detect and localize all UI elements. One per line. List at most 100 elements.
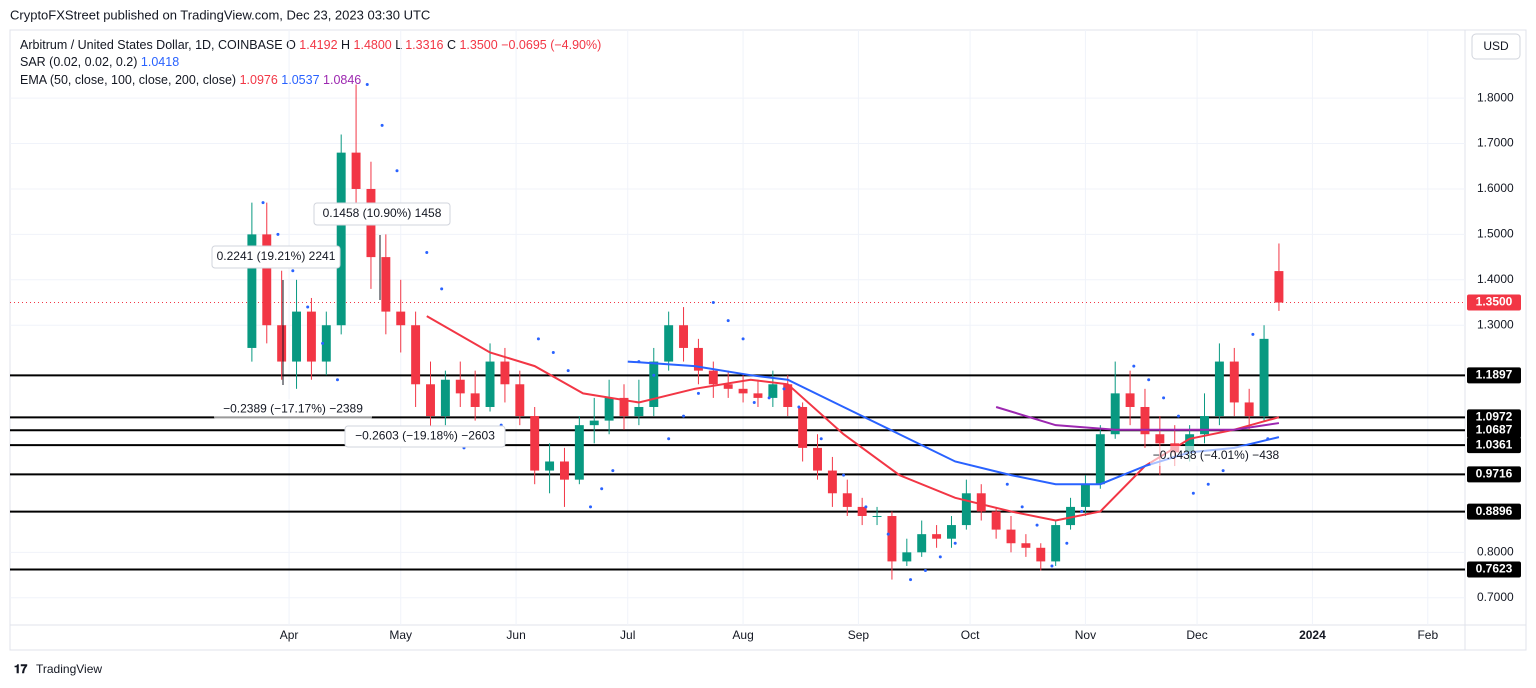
- candle-body: [723, 384, 733, 389]
- sar-dot: [551, 350, 555, 354]
- ema-value: 1.0537: [281, 73, 319, 87]
- annotation-box: [214, 399, 372, 420]
- candle-body: [455, 379, 465, 394]
- level-label: 1.0687: [1476, 422, 1513, 436]
- candle-body: [1229, 361, 1239, 403]
- candle-body: [1006, 529, 1016, 544]
- last-price-label: 1.3500: [1476, 295, 1513, 309]
- sar-dot: [1065, 541, 1069, 545]
- x-tick-label: Nov: [1075, 628, 1096, 642]
- sar-dot: [276, 232, 280, 236]
- candle-body: [306, 311, 316, 362]
- sar-dot: [842, 473, 846, 477]
- legend-line: Arbitrum / United States Dollar, 1D, COI…: [20, 38, 601, 52]
- candle-body: [500, 361, 510, 385]
- y-tick-label: 1.7000: [1477, 136, 1514, 150]
- sar-dot: [335, 378, 339, 382]
- candle-body: [485, 361, 495, 407]
- sar-dot: [682, 414, 686, 418]
- sar-dot: [726, 319, 730, 323]
- sar-dot: [1162, 396, 1166, 400]
- candle-body: [277, 325, 287, 362]
- annotation-box: [313, 202, 451, 226]
- sar-dot: [321, 341, 325, 345]
- sar-label: SAR (0.02, 0.02, 0.2): [20, 55, 137, 69]
- legend-line: EMA (50, close, 100, close, 200, close) …: [20, 73, 361, 87]
- candle-body: [753, 393, 763, 398]
- annotation: −0.0438 (−4.01%) −438: [1153, 448, 1280, 462]
- sar-dot: [711, 301, 715, 305]
- candle-body: [545, 461, 555, 471]
- candle-body: [262, 234, 272, 326]
- sar-dot: [1132, 364, 1136, 368]
- candle-body: [693, 347, 703, 371]
- candle-body: [589, 420, 599, 426]
- candle-body: [902, 552, 912, 562]
- x-tick-label: 2024: [1299, 628, 1326, 642]
- legend-line: SAR (0.02, 0.02, 0.2) 1.0418: [20, 55, 179, 69]
- candle-body: [530, 416, 540, 471]
- sar-dot: [611, 469, 615, 473]
- level-label-box: [1467, 409, 1521, 426]
- sar-dot: [1266, 437, 1270, 441]
- candle-body: [619, 397, 629, 417]
- candle-body: [1155, 434, 1165, 444]
- sar-dot: [752, 400, 756, 404]
- candle-body: [1259, 338, 1269, 417]
- candle-body: [679, 325, 689, 348]
- annotation: 0.1458 (10.90%) 1458: [323, 206, 442, 220]
- sar-dot: [1176, 414, 1180, 418]
- ohlc-value: 1.3500: [459, 38, 497, 52]
- x-tick-label: May: [389, 628, 412, 642]
- level-label: 0.7623: [1476, 562, 1513, 576]
- sar-dot: [953, 541, 957, 545]
- candle-body: [857, 506, 867, 516]
- ohlc-value: 1.4192: [299, 38, 337, 52]
- candle-body: [396, 311, 406, 326]
- annotation: −0.2603 (−19.18%) −2603: [355, 429, 495, 443]
- sar-dot: [1191, 491, 1195, 495]
- sar-dot: [886, 532, 890, 536]
- annotation-box: [1150, 446, 1282, 466]
- sar-dot: [1147, 378, 1151, 382]
- sar-value: 1.0418: [141, 55, 179, 69]
- candle-body: [708, 370, 718, 385]
- sar-dot: [589, 505, 593, 509]
- candle-body: [247, 234, 257, 348]
- sar-dot: [938, 555, 942, 559]
- candle-body: [783, 384, 793, 407]
- candle-body: [813, 447, 822, 471]
- sar-dot: [380, 123, 384, 127]
- level-label-box: [1467, 367, 1521, 384]
- sar-dot: [1206, 482, 1210, 486]
- ohlc-key: O: [286, 38, 296, 52]
- sar-dot: [1080, 509, 1084, 513]
- currency: USD: [1483, 39, 1509, 53]
- candle-body: [1110, 393, 1120, 435]
- change: −0.0695 (−4.90%): [501, 38, 601, 52]
- sar-dot: [667, 437, 671, 441]
- symbol: Arbitrum / United States Dollar, 1D, COI…: [20, 38, 283, 52]
- annotation-box: [211, 245, 341, 269]
- x-tick-label: Dec: [1186, 628, 1207, 642]
- sar-dot: [536, 337, 540, 341]
- publisher: CryptoFXStreet published on TradingView.…: [10, 7, 430, 22]
- level-label-box: [1467, 466, 1521, 483]
- candle-body: [1274, 271, 1284, 303]
- candle-body: [440, 379, 450, 417]
- currency-box[interactable]: [1471, 33, 1521, 60]
- candle-body: [1021, 543, 1031, 548]
- sar-dot: [1251, 332, 1255, 336]
- level-label: 1.0972: [1476, 410, 1513, 424]
- frame: [9, 29, 1527, 651]
- ohlc-value: 1.4800: [354, 38, 392, 52]
- candle-body: [961, 493, 971, 526]
- ema-label: EMA (50, close, 100, close, 200, close): [20, 73, 236, 87]
- sar-dot: [637, 360, 641, 364]
- sar-dot: [782, 387, 786, 391]
- x-tick-label: Feb: [1417, 628, 1438, 642]
- candle-body: [768, 384, 778, 398]
- sar-dot: [923, 568, 927, 572]
